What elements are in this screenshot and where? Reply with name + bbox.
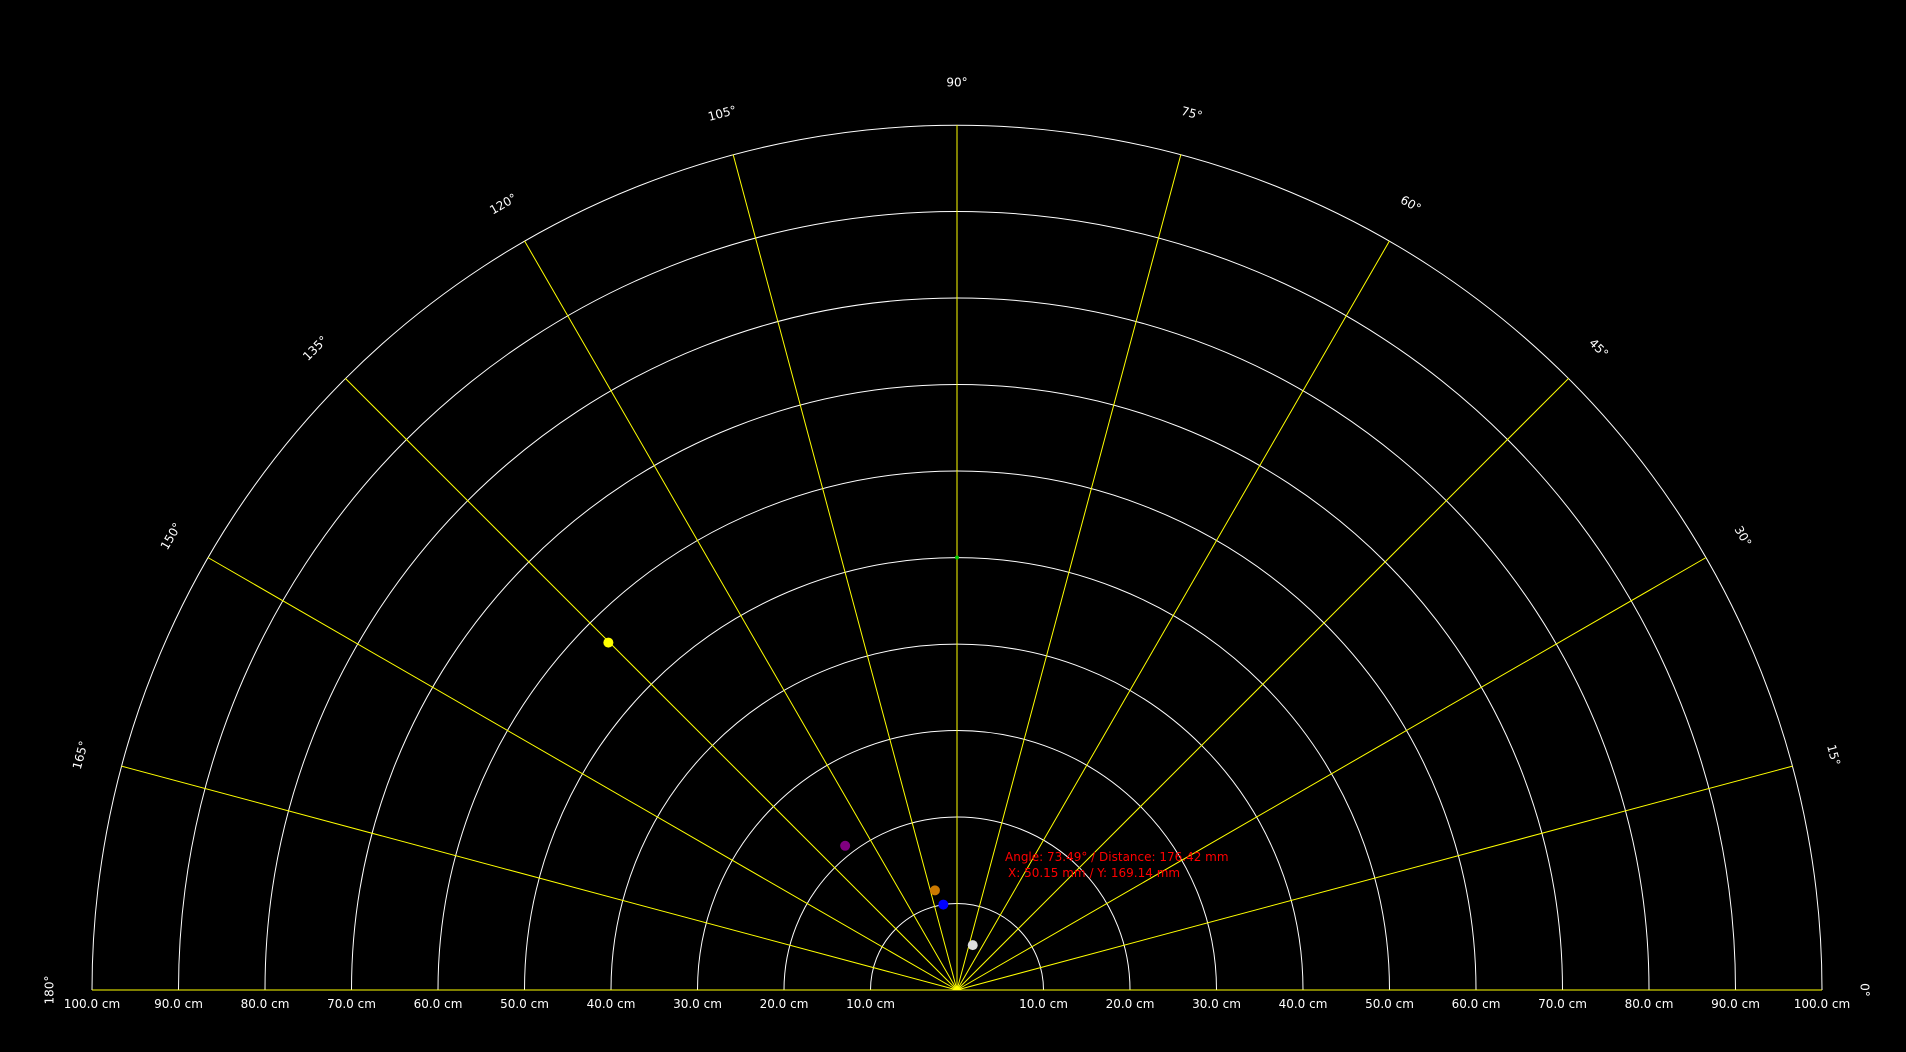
point-5	[938, 899, 949, 910]
cursor-readout: Angle: 73.49° / Distance: 176.42 mm X: 5…	[1005, 850, 1229, 880]
spoke-30	[956, 557, 1707, 991]
readout-line-angle-distance: Angle: 73.49° / Distance: 176.42 mm	[1005, 850, 1229, 864]
point-6	[967, 940, 978, 951]
radius-label-right-6: 60.0 cm	[1452, 997, 1501, 1011]
radius-label-left-5: 50.0 cm	[500, 997, 549, 1011]
spoke-75	[956, 154, 1182, 991]
angle-label-75: 75°	[1180, 104, 1204, 123]
radius-label-right-2: 20.0 cm	[1106, 997, 1155, 1011]
radius-label-left-4: 40.0 cm	[587, 997, 636, 1011]
radius-label-right-4: 40.0 cm	[1279, 997, 1328, 1011]
spoke-150	[207, 557, 958, 991]
angle-label-30: 30°	[1732, 524, 1755, 549]
radius-label-left-6: 60.0 cm	[414, 997, 463, 1011]
angle-spokes	[121, 125, 1793, 991]
angle-tick-labels: 0° 15° 30° 45° 60° 75° 90° 105° 120° 135° 150° 165°…	[43, 76, 1872, 1005]
radius-label-right-3: 30.0 cm	[1192, 997, 1241, 1011]
angle-label-45: 45°	[1586, 336, 1611, 361]
angle-label-90: 90°	[946, 76, 967, 90]
spoke-105	[732, 154, 958, 991]
angle-label-180: 180°	[43, 976, 57, 1005]
angle-label-135: 135°	[300, 333, 330, 363]
spoke-165	[121, 765, 958, 991]
angle-label-0: 0°	[1858, 983, 1872, 997]
radius-label-left-2: 20.0 cm	[760, 997, 809, 1011]
spoke-120	[524, 240, 958, 991]
spoke-15	[956, 765, 1793, 991]
radius-label-left-3: 30.0 cm	[673, 997, 722, 1011]
readout-line-xy: X: 50.15 mm / Y: 169.14 mm	[1008, 866, 1180, 880]
point-4	[929, 885, 940, 896]
spoke-60	[956, 240, 1390, 991]
radius-label-left-7: 70.0 cm	[327, 997, 376, 1011]
angle-label-120: 120°	[487, 191, 519, 218]
radius-label-right-1: 10.0 cm	[1019, 997, 1068, 1011]
angle-label-150: 150°	[158, 520, 185, 552]
angle-label-105: 105°	[706, 103, 738, 124]
radius-label-left-1: 10.0 cm	[846, 997, 895, 1011]
point-2	[955, 555, 959, 560]
angle-label-15: 15°	[1824, 743, 1843, 767]
spoke-135	[344, 377, 958, 991]
radius-label-right-10: 100.0 cm	[1794, 997, 1850, 1011]
angle-label-60: 60°	[1398, 193, 1423, 216]
angle-label-165: 165°	[70, 739, 91, 771]
point-3	[840, 840, 851, 851]
radius-label-right-7: 70.0 cm	[1538, 997, 1587, 1011]
radius-label-right-8: 80.0 cm	[1625, 997, 1674, 1011]
spoke-45	[956, 377, 1570, 991]
point-1	[603, 637, 614, 648]
radius-label-left-9: 90.0 cm	[154, 997, 203, 1011]
detected-points	[603, 555, 978, 951]
radius-label-right-5: 50.0 cm	[1365, 997, 1414, 1011]
radius-label-left-10: 100.0 cm	[64, 997, 120, 1011]
radius-label-right-9: 90.0 cm	[1711, 997, 1760, 1011]
radius-label-left-8: 80.0 cm	[241, 997, 290, 1011]
radius-tick-labels: 10.0 cm 20.0 cm 30.0 cm 40.0 cm 50.0 cm 60.0 …	[64, 997, 1850, 1011]
